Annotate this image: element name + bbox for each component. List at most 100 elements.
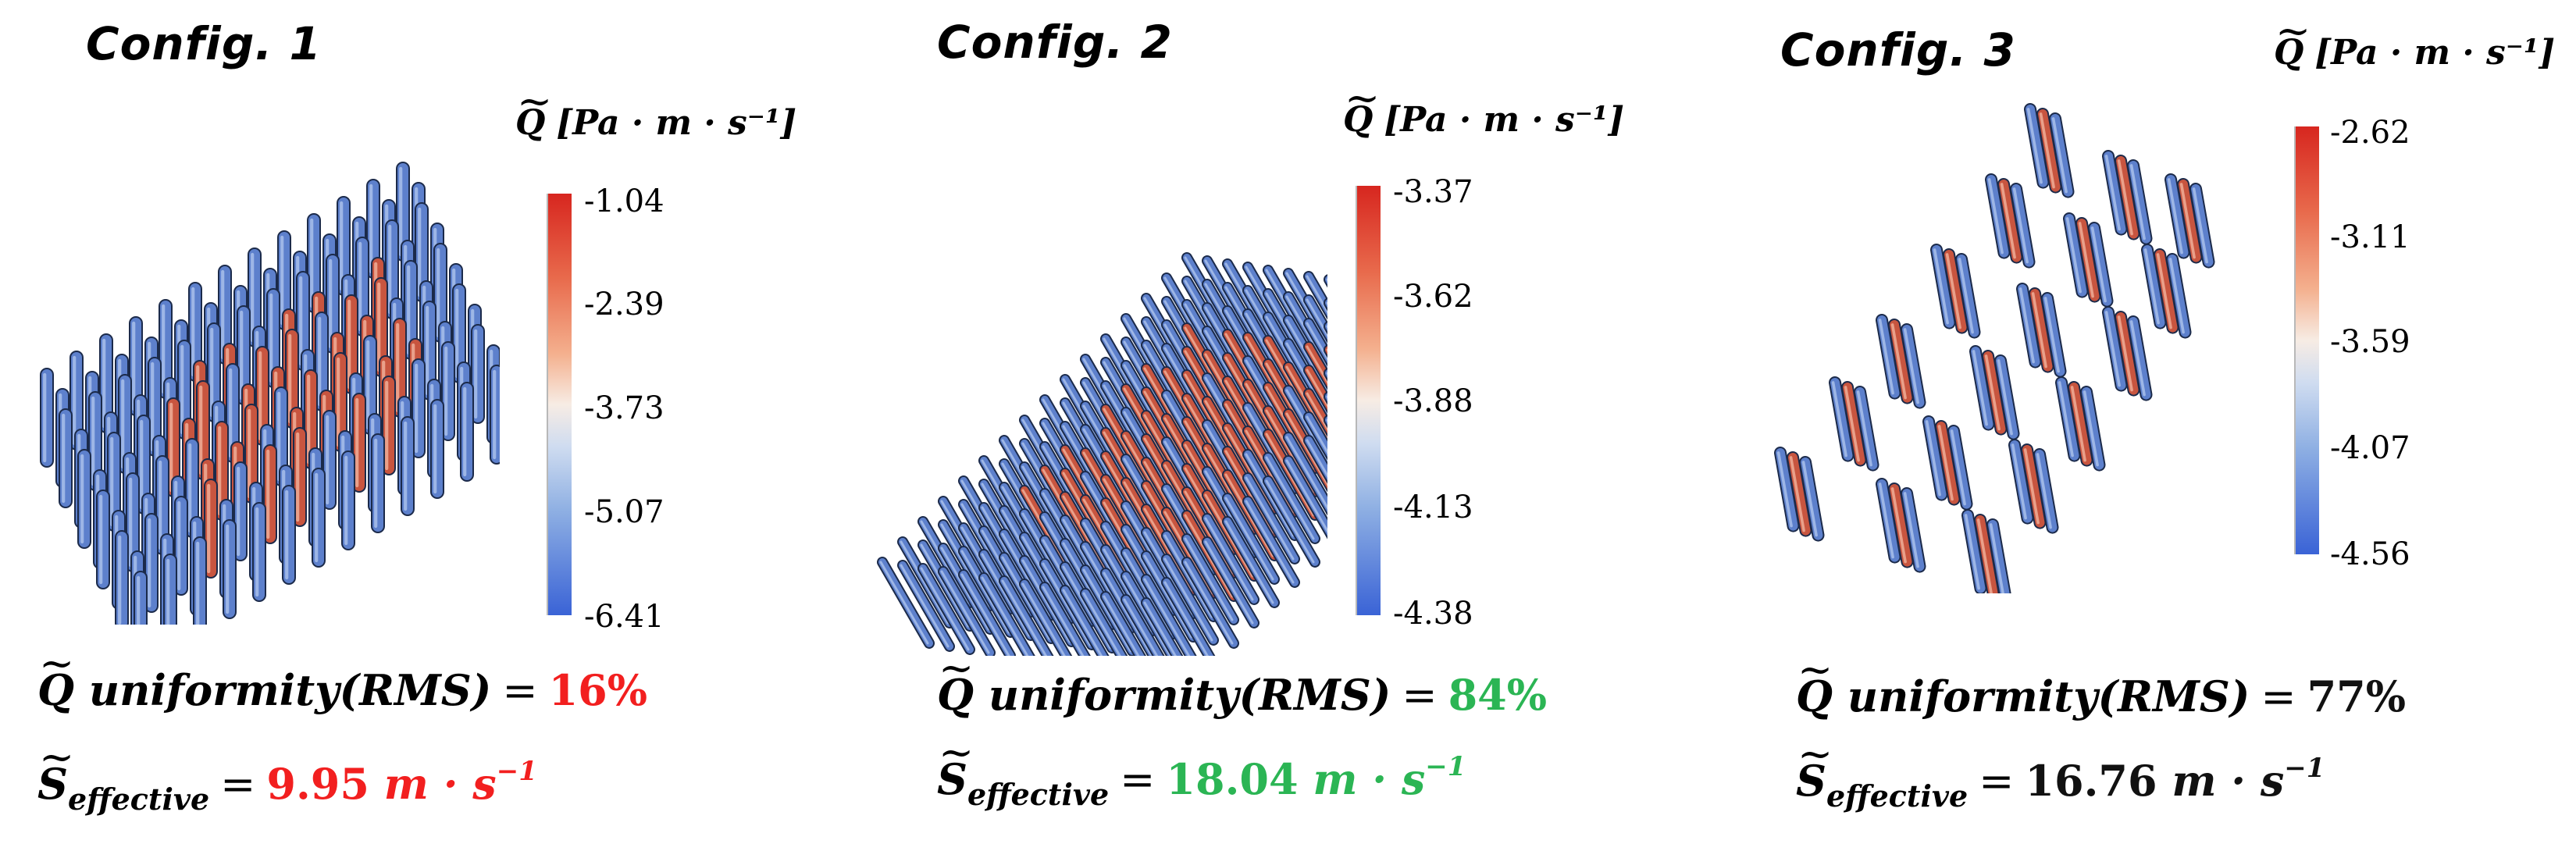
pillar: [1181, 533, 1239, 625]
config-2-colorbar: [1356, 186, 1381, 615]
pillar: [88, 391, 102, 491]
config-2-uniformity-formula: Q uniformity(RMS)=84%: [937, 643, 1548, 720]
pillar: [163, 554, 177, 625]
pillar: [2068, 381, 2093, 467]
pillar: [1955, 253, 1981, 339]
config-3-effective-value: 16.76: [2025, 756, 2157, 806]
config-2-pillar-array-render: [877, 252, 1327, 656]
pillar: [1994, 354, 2020, 440]
pillar: [59, 408, 73, 508]
pillar: [159, 299, 173, 399]
pillar: [1303, 318, 1327, 367]
pillar: [2008, 439, 2034, 525]
pillar: [126, 472, 140, 572]
config-2-tick: -4.13: [1393, 490, 1473, 525]
config-1-tick: -2.39: [584, 287, 664, 322]
pillar: [355, 237, 369, 336]
pillar: [422, 301, 436, 401]
pillar: [877, 557, 935, 649]
pillar: [1982, 350, 2008, 436]
pillar: [404, 260, 418, 360]
config-3-pillar-array-render: [1774, 103, 2215, 593]
pillar: [2177, 178, 2203, 264]
pillar: [2141, 244, 2167, 329]
pillar: [1997, 178, 2023, 264]
config-3-effective-formula: Seffective=16.76 m · s−1: [1796, 729, 2325, 814]
pillar: [1039, 582, 1091, 656]
pillar: [148, 357, 162, 457]
pillar: [248, 247, 262, 347]
pillar: [193, 536, 207, 625]
pillar: [185, 438, 199, 538]
pillar: [1888, 482, 1914, 568]
pillar: [2154, 248, 2179, 334]
pillar: [958, 569, 1016, 656]
pillar: [1969, 345, 1995, 431]
pillar: [293, 427, 307, 527]
pillar: [2189, 183, 2215, 269]
pillar: [1019, 579, 1073, 656]
pillar: [1283, 432, 1327, 516]
pillar: [366, 179, 380, 279]
pillar: [978, 572, 1035, 656]
config-3-panel: Config. 3 Q [Pa · m · s⁻¹] -2.62 -3.11 -…: [1718, 0, 2576, 851]
pillar: [2080, 386, 2106, 472]
pillar: [2016, 283, 2042, 369]
config-2-uniformity-value: 84%: [1448, 670, 1548, 720]
config-3-tick: -2.62: [2330, 115, 2410, 151]
pillar: [1303, 411, 1327, 461]
pillar: [396, 162, 410, 262]
pillar: [255, 346, 269, 446]
pillar: [1080, 588, 1128, 656]
pillar: [2115, 155, 2140, 240]
pillar: [1961, 509, 1987, 593]
pillar: [2041, 292, 2067, 378]
pillar: [107, 432, 121, 532]
pillar: [137, 415, 151, 515]
pillar: [1841, 381, 1867, 467]
pillar: [223, 519, 237, 619]
config-1-title: Config. 1: [86, 17, 322, 70]
pillar: [1829, 376, 1855, 462]
pillar: [1161, 577, 1216, 656]
pillar: [2029, 287, 2054, 373]
config-1-tick: -5.07: [584, 494, 664, 530]
pillar: [326, 254, 340, 354]
pillar: [452, 283, 466, 383]
config-1-effective-formula: Seffective=9.95 m · s−1: [37, 732, 537, 817]
pillar: [471, 324, 485, 424]
config-2-effective-value: 18.04: [1166, 754, 1299, 804]
pillar: [371, 433, 385, 533]
pillar: [2033, 448, 2059, 534]
pillar: [226, 363, 240, 463]
pillar: [412, 358, 426, 458]
pillar: [2102, 150, 2128, 236]
pillar: [2115, 311, 2140, 397]
pillar: [1901, 487, 1926, 573]
pillar: [1161, 554, 1219, 646]
config-1-effective-value: 9.95: [266, 759, 369, 809]
pillar: [433, 243, 447, 343]
pillar: [1774, 447, 1800, 532]
pillar: [2024, 103, 2050, 189]
pillar: [1303, 435, 1327, 484]
pillar: [1876, 478, 1901, 564]
pillar: [96, 490, 110, 589]
pillar: [312, 468, 326, 568]
pillar: [1100, 591, 1146, 656]
config-3-tick: -4.56: [2330, 536, 2410, 572]
pillar: [1799, 456, 1825, 542]
pillar: [188, 282, 202, 382]
pillar: [1935, 420, 1961, 506]
pillar: [415, 202, 429, 302]
pillar: [263, 444, 277, 544]
pillar: [1922, 415, 1948, 501]
pillar: [215, 421, 229, 521]
pillar: [430, 399, 444, 499]
pillar: [177, 340, 191, 440]
pillar: [897, 560, 955, 652]
pillar: [363, 335, 377, 435]
pillar: [296, 271, 310, 371]
config-1-colorbar: [547, 194, 572, 615]
pillar: [1854, 386, 1879, 472]
